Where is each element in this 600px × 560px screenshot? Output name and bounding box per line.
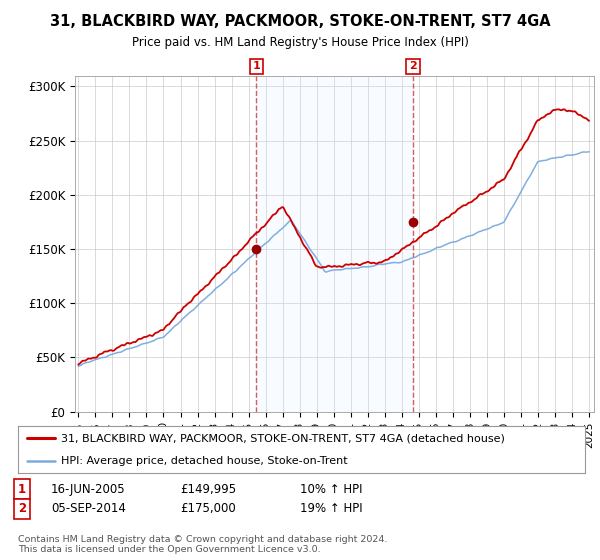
Text: 2: 2	[18, 502, 26, 515]
Text: 31, BLACKBIRD WAY, PACKMOOR, STOKE-ON-TRENT, ST7 4GA: 31, BLACKBIRD WAY, PACKMOOR, STOKE-ON-TR…	[50, 14, 550, 29]
Text: 16-JUN-2005: 16-JUN-2005	[51, 483, 125, 496]
Bar	[256, 76, 413, 412]
Text: 2: 2	[409, 62, 417, 72]
Text: Contains HM Land Registry data © Crown copyright and database right 2024.
This d: Contains HM Land Registry data © Crown c…	[18, 535, 388, 554]
Text: £149,995: £149,995	[180, 483, 236, 496]
Text: Price paid vs. HM Land Registry's House Price Index (HPI): Price paid vs. HM Land Registry's House …	[131, 36, 469, 49]
Text: 10% ↑ HPI: 10% ↑ HPI	[300, 483, 362, 496]
Text: 1: 1	[18, 483, 26, 496]
Text: 19% ↑ HPI: 19% ↑ HPI	[300, 502, 362, 515]
Text: 31, BLACKBIRD WAY, PACKMOOR, STOKE-ON-TRENT, ST7 4GA (detached house): 31, BLACKBIRD WAY, PACKMOOR, STOKE-ON-TR…	[61, 433, 505, 444]
Text: 05-SEP-2014: 05-SEP-2014	[51, 502, 126, 515]
Text: £175,000: £175,000	[180, 502, 236, 515]
Text: 1: 1	[253, 62, 260, 72]
Text: HPI: Average price, detached house, Stoke-on-Trent: HPI: Average price, detached house, Stok…	[61, 456, 347, 466]
